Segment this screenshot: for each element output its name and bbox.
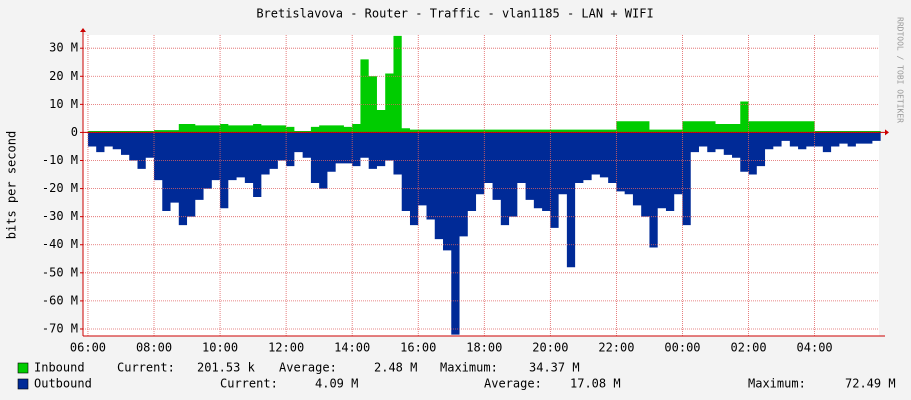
y-tick-label: -50 M	[42, 265, 78, 279]
x-tick-label: 06:00	[70, 341, 106, 355]
axis-arrow	[80, 28, 86, 32]
chart-title: Bretislavova - Router - Traffic - vlan11…	[256, 7, 653, 21]
legend-label: Outbound	[34, 377, 92, 391]
legend-stat-label: Maximum:	[748, 377, 806, 391]
legend-stat-label: Maximum:	[440, 361, 498, 375]
area	[87, 132, 881, 335]
watermark: RRDTOOL / TOBI OETIKER	[896, 17, 905, 123]
x-tick-label: 22:00	[598, 341, 634, 355]
x-tick-label: 16:00	[400, 341, 436, 355]
legend-stat-label: Average:	[484, 377, 542, 391]
legend-stat-value: 2.48 M	[374, 361, 417, 375]
x-tick-label: 18:00	[466, 341, 502, 355]
x-tick-label: 08:00	[136, 341, 172, 355]
legend-swatch	[17, 362, 29, 374]
legend-swatch	[17, 378, 29, 390]
x-tick-label: 10:00	[202, 341, 238, 355]
y-tick-label: 20 M	[49, 69, 78, 83]
legend-stat-label: Current:	[117, 361, 175, 375]
x-tick-label: 12:00	[268, 341, 304, 355]
x-tick-label: 04:00	[797, 341, 833, 355]
y-tick-label: -70 M	[42, 321, 78, 335]
y-tick-label: 10 M	[49, 97, 78, 111]
legend-stat-label: Average:	[279, 361, 337, 375]
legend-stat-label: Current:	[220, 377, 278, 391]
y-axis-label: bits per second	[5, 131, 19, 239]
x-tick-label: 02:00	[730, 341, 766, 355]
y-tick-label: 30 M	[49, 41, 78, 55]
legend-stat-value: 17.08 M	[570, 377, 621, 391]
y-tick-label: 0	[71, 125, 78, 139]
legend-label: Inbound	[34, 361, 85, 375]
y-tick-label: -40 M	[42, 237, 78, 251]
legend-stat-value: 4.09 M	[315, 377, 358, 391]
y-tick-label: -30 M	[42, 209, 78, 223]
x-tick-label: 00:00	[664, 341, 700, 355]
x-tick-label: 14:00	[334, 341, 370, 355]
area	[87, 35, 881, 133]
legend-stat-value: 34.37 M	[529, 361, 580, 375]
legend-stat-value: 201.53 k	[197, 361, 256, 375]
y-tick-label: -10 M	[42, 153, 78, 167]
legend-stat-value: 72.49 M	[845, 377, 896, 391]
x-tick-label: 20:00	[532, 341, 568, 355]
y-tick-label: -60 M	[42, 293, 78, 307]
y-tick-label: -20 M	[42, 181, 78, 195]
axis-arrow	[885, 129, 889, 136]
